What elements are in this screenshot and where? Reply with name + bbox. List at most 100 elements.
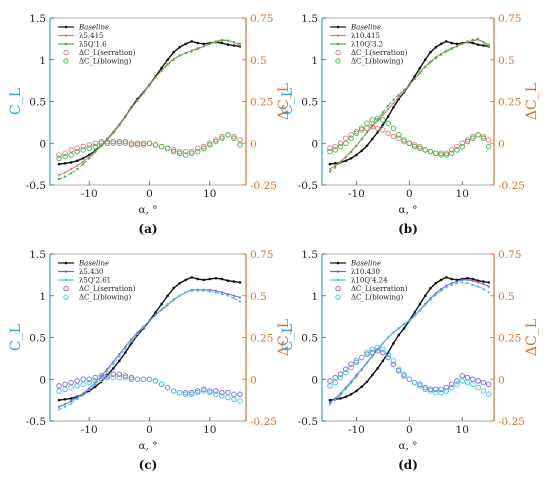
data-point	[445, 276, 448, 279]
delta-marker	[213, 391, 219, 398]
legend-label: ΔC_L(serration)	[351, 285, 408, 293]
data-point	[455, 45, 459, 48]
delta-marker	[374, 125, 381, 131]
delta-marker	[140, 140, 147, 146]
series-4	[327, 115, 492, 158]
delta-marker	[116, 138, 123, 145]
series-2	[57, 289, 242, 411]
data-point	[424, 66, 427, 69]
delta-marker	[219, 389, 225, 396]
data-point	[350, 150, 353, 153]
data-point	[461, 42, 464, 45]
legend-label: λ5Q'2.61	[79, 277, 111, 285]
data-point	[402, 323, 406, 326]
data-point	[439, 42, 443, 46]
data-point	[439, 289, 443, 292]
data-point	[202, 42, 206, 46]
data-point	[482, 287, 485, 291]
delta-marker	[170, 148, 177, 155]
y-right-tick-label: -0.25	[498, 416, 525, 428]
data-point	[76, 398, 79, 401]
data-point	[344, 156, 347, 159]
data-point	[445, 40, 448, 43]
data-point	[166, 303, 169, 306]
y-left-tick-label: 1	[39, 291, 46, 303]
data-point	[381, 113, 384, 116]
delta-marker	[369, 346, 376, 352]
chart-panel-c: -10 0 10 -0.5 0 0.5 1 1.5 -0.25 0 0.25 0.5 0.75 C_L ΔC…	[8, 249, 292, 472]
delta-marker	[140, 142, 147, 148]
data-point	[100, 374, 103, 378]
data-point	[471, 38, 474, 41]
legend: Baselineλ5.415λ5Q'1.6ΔC_L(serration)ΔC_L…	[58, 24, 136, 66]
data-point	[226, 39, 230, 42]
data-point	[455, 278, 459, 282]
data-point	[355, 375, 358, 378]
data-point	[63, 171, 67, 174]
data-point	[238, 44, 242, 47]
delta-marker	[332, 374, 338, 381]
delta-marker	[485, 381, 492, 388]
y-left-axis-title: C_L	[280, 324, 296, 351]
data-point	[418, 72, 422, 75]
data-point	[63, 161, 67, 165]
data-point	[371, 355, 374, 358]
y-left-tick-label: -0.5	[298, 416, 318, 428]
delta-marker	[74, 378, 80, 384]
delta-marker	[470, 381, 476, 388]
data-point	[118, 353, 121, 356]
data-point	[429, 61, 432, 64]
data-point	[381, 342, 384, 345]
delta-marker	[122, 140, 129, 146]
data-point	[434, 56, 437, 60]
legend-label: ΔC_L(serration)	[79, 49, 136, 57]
delta-marker	[480, 135, 487, 141]
delta-marker	[406, 140, 413, 146]
data-point	[487, 285, 490, 288]
data-point	[328, 170, 332, 173]
data-point	[408, 83, 411, 86]
data-point	[202, 45, 205, 48]
data-point	[466, 276, 469, 280]
data-point	[57, 178, 61, 181]
data-point	[160, 308, 163, 311]
delta-marker	[86, 379, 92, 386]
data-point	[57, 398, 61, 402]
data-point	[439, 287, 443, 291]
y-right-tick-label: 0	[498, 138, 505, 150]
x-tick-label: 0	[146, 424, 153, 436]
data-point	[232, 280, 236, 283]
delta-marker	[459, 140, 465, 146]
y-left-tick-label: 1.5	[301, 13, 318, 25]
series-4	[56, 374, 243, 404]
legend-swatch-marker	[63, 294, 69, 300]
data-point	[214, 291, 217, 294]
delta-marker	[348, 132, 354, 138]
legend-swatch-marker	[63, 285, 69, 292]
delta-marker	[364, 349, 370, 356]
data-point	[450, 47, 453, 50]
delta-marker	[411, 379, 418, 386]
delta-marker	[110, 138, 117, 145]
delta-marker	[237, 398, 243, 404]
data-point	[124, 114, 127, 117]
data-point	[450, 277, 453, 281]
data-point	[360, 368, 363, 372]
delta-marker	[385, 351, 391, 357]
delta-marker	[427, 148, 434, 155]
data-point	[202, 289, 205, 292]
delta-marker	[464, 138, 471, 145]
chart-panel-b: -10 0 10 -0.5 0 0.5 1 1.5 -0.25 0 0.25 0.5 0.75 C_L ΔC…	[280, 13, 540, 236]
delta-marker	[104, 140, 111, 146]
legend-label: ΔC_L(serration)	[351, 49, 408, 57]
data-point	[178, 281, 181, 285]
delta-marker	[80, 381, 86, 388]
delta-marker	[380, 127, 386, 133]
delta-marker	[128, 376, 135, 383]
delta-marker	[364, 120, 370, 126]
x-axis-title: α, °	[398, 204, 417, 216]
delta-marker	[327, 383, 333, 389]
data-point	[386, 115, 390, 118]
delta-marker	[134, 142, 141, 148]
delta-marker	[417, 383, 423, 389]
